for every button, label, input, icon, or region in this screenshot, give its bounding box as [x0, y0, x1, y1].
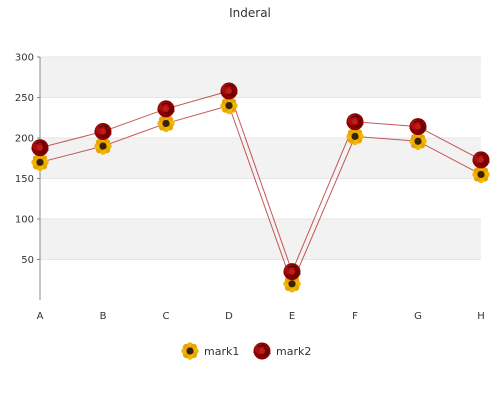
grid-band	[40, 97, 481, 138]
x-axis: A B C D E F G H	[37, 311, 485, 322]
y-axis: 50 100 150 200 250 300	[15, 53, 41, 300]
sunflower-icon	[181, 342, 199, 360]
series-lines	[39, 90, 482, 286]
legend-label: mark2	[276, 345, 311, 358]
grid-bands	[40, 56, 481, 300]
grid-band	[40, 219, 481, 260]
y-tick-label: 300	[15, 53, 34, 64]
x-tick-label: G	[414, 311, 422, 322]
series-line-mark2	[39, 90, 482, 274]
grid-band	[40, 178, 481, 219]
grid-band	[40, 138, 481, 179]
chart-title: Inderal	[229, 6, 271, 20]
x-tick-label: B	[100, 311, 107, 322]
x-tick-label: H	[477, 311, 485, 322]
y-tick-label: 50	[21, 255, 34, 266]
x-tick-label: E	[289, 311, 295, 322]
legend: mark1 mark2	[181, 342, 311, 360]
y-tick-label: 250	[15, 93, 34, 104]
legend-mark1[interactable]: mark1	[181, 342, 239, 360]
rose-icon	[252, 342, 272, 360]
x-tick-label: C	[163, 311, 170, 322]
legend-mark2[interactable]: mark2	[252, 342, 311, 360]
grid-band	[40, 259, 481, 300]
y-tick-label: 150	[15, 174, 34, 185]
grid-band	[40, 57, 481, 98]
series-line-mark1	[39, 104, 482, 286]
x-tick-label: A	[37, 311, 44, 322]
x-tick-label: F	[352, 311, 358, 322]
x-tick-label: D	[225, 311, 233, 322]
y-tick-label: 100	[15, 215, 34, 226]
legend-label: mark1	[204, 345, 239, 358]
y-tick-label: 200	[15, 134, 34, 145]
